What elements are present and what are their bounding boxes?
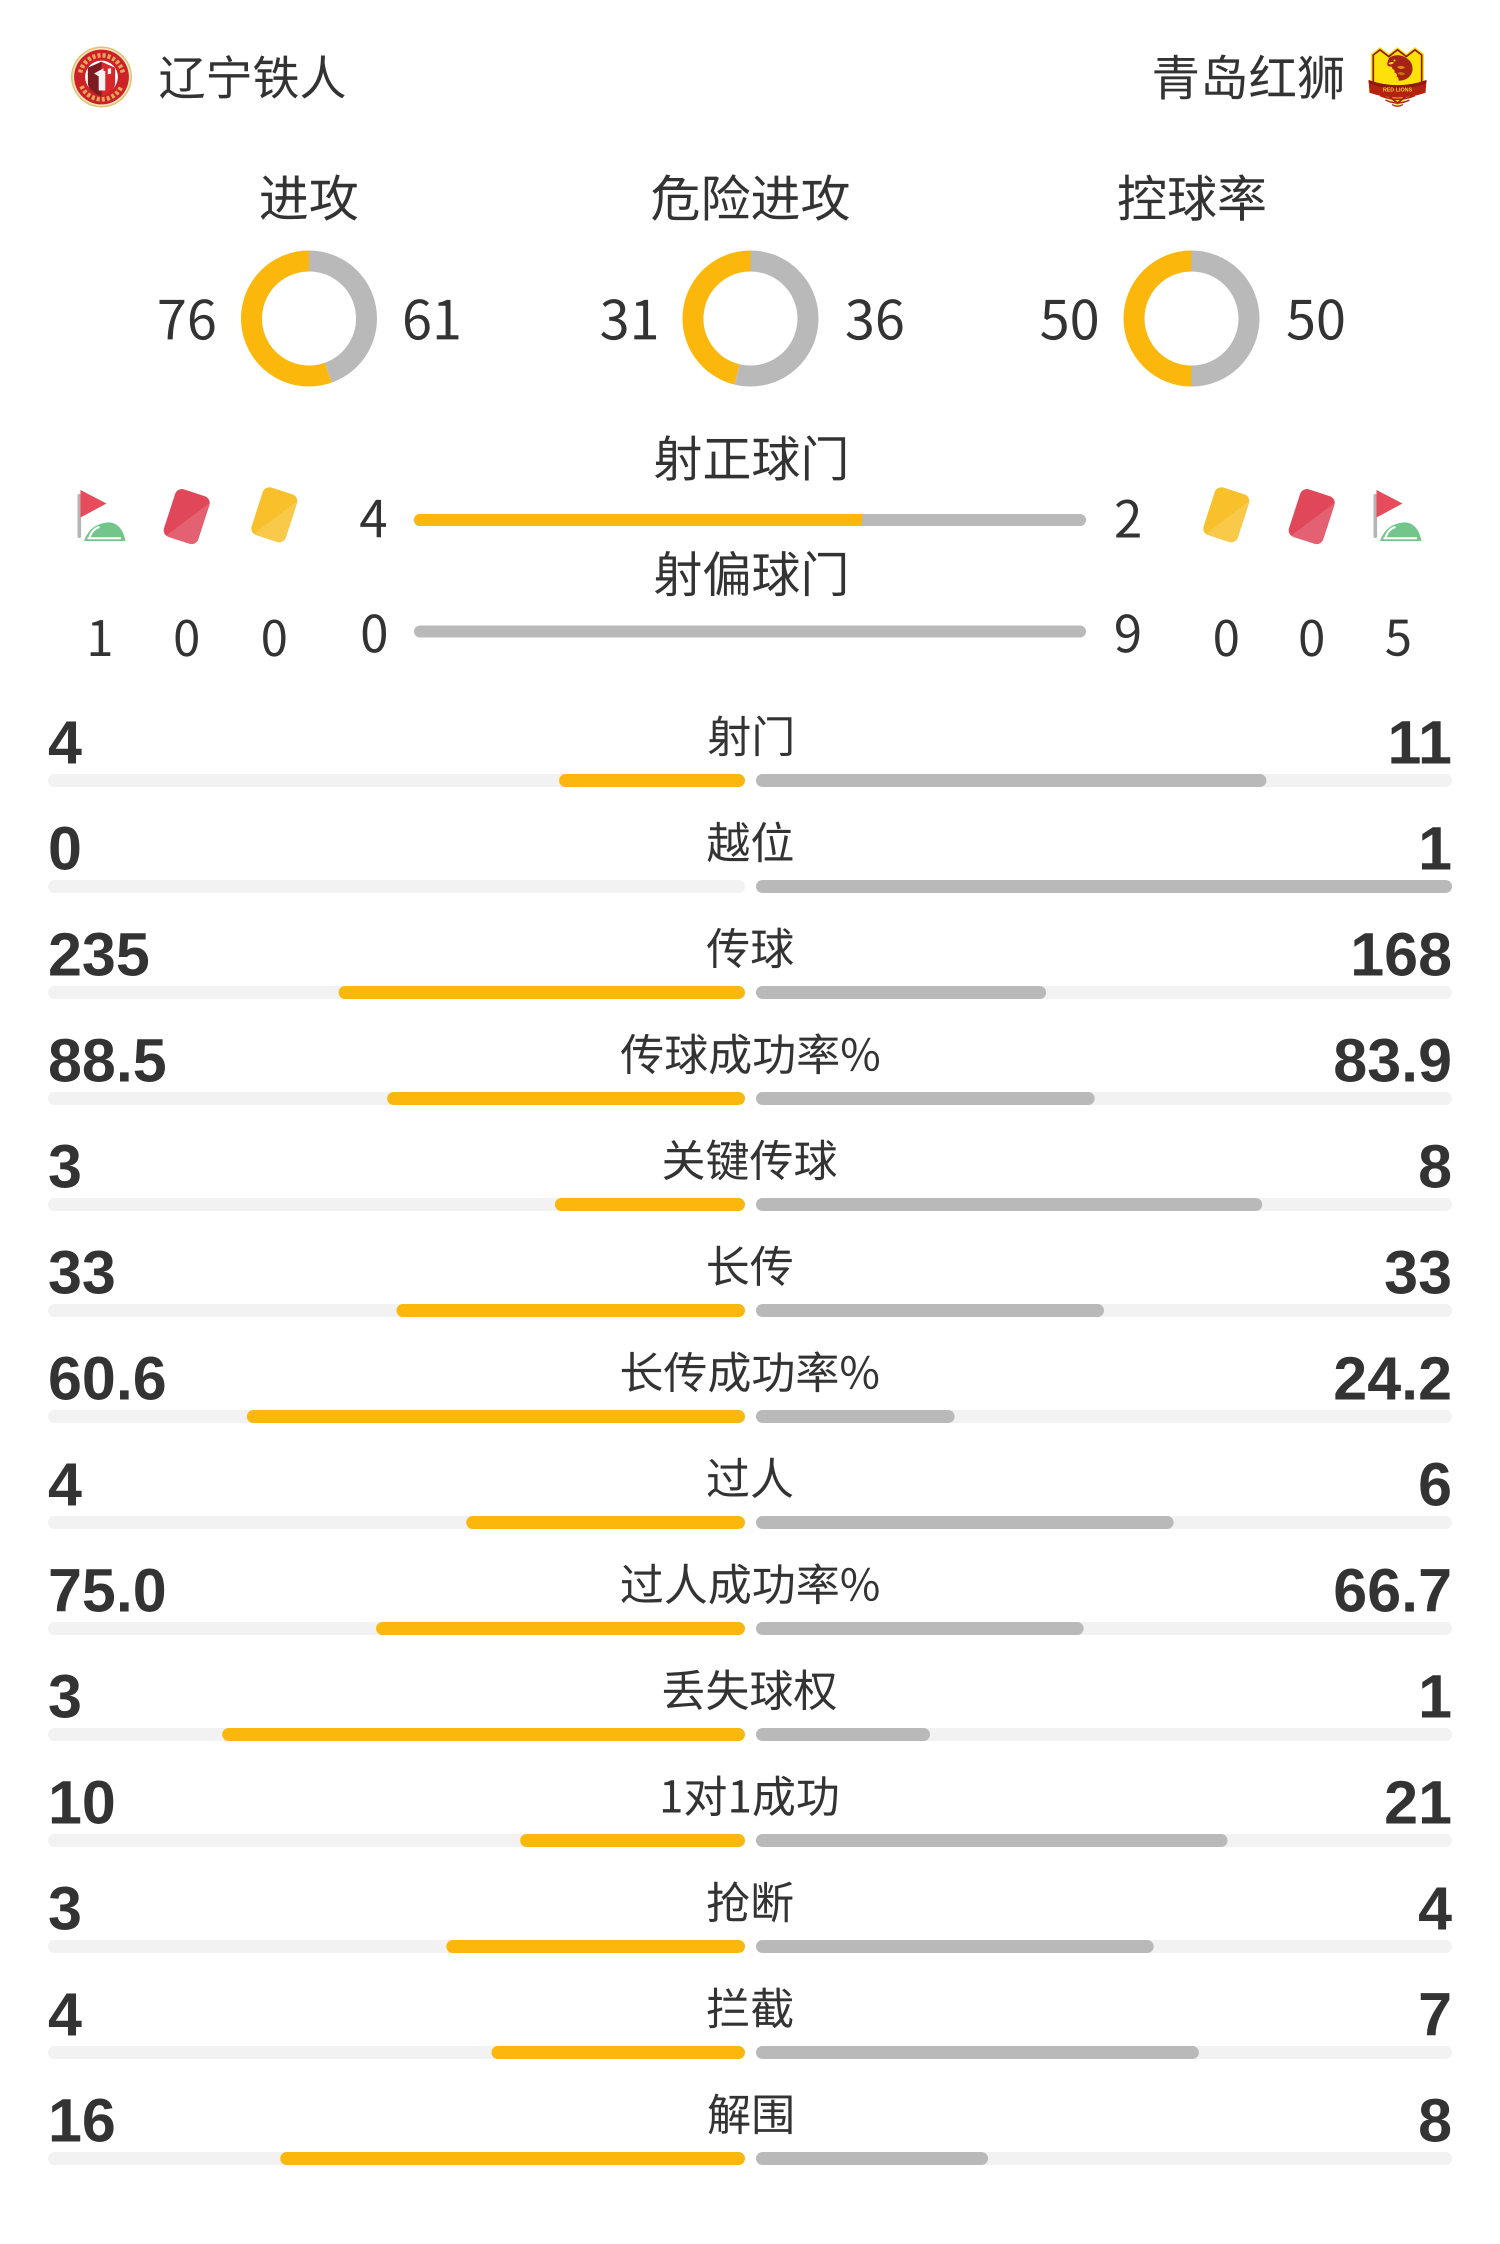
svg-text:1: 1 <box>1418 814 1452 882</box>
svg-text:66.7: 66.7 <box>1333 1556 1452 1624</box>
svg-text:33: 33 <box>48 1238 116 1306</box>
svg-text:7: 7 <box>1418 1980 1452 2048</box>
svg-text:3: 3 <box>48 1662 82 1730</box>
svg-text:83.9: 83.9 <box>1333 1026 1452 1094</box>
svg-text:33: 33 <box>1384 1238 1452 1306</box>
svg-text:235: 235 <box>48 920 150 988</box>
svg-text:24.2: 24.2 <box>1333 1344 1452 1412</box>
svg-text:8: 8 <box>1418 2086 1452 2154</box>
svg-text:4: 4 <box>1418 1874 1452 1942</box>
svg-text:RED LIONS: RED LIONS <box>1383 88 1413 94</box>
svg-text:4: 4 <box>48 1450 82 1518</box>
svg-text:6: 6 <box>1418 1450 1452 1518</box>
svg-text:3: 3 <box>48 1132 82 1200</box>
svg-text:10: 10 <box>48 1768 116 1836</box>
svg-text:16: 16 <box>48 2086 116 2154</box>
svg-text:8: 8 <box>1418 1132 1452 1200</box>
svg-text:1: 1 <box>1418 1662 1452 1730</box>
svg-text:75.0: 75.0 <box>48 1556 167 1624</box>
svg-text:4: 4 <box>48 708 82 776</box>
svg-text:168: 168 <box>1350 920 1452 988</box>
svg-text:88.5: 88.5 <box>48 1026 167 1094</box>
svg-text:60.6: 60.6 <box>48 1344 167 1412</box>
svg-text:0: 0 <box>48 814 82 882</box>
svg-text:11: 11 <box>1388 708 1453 776</box>
svg-text:21: 21 <box>1384 1768 1452 1836</box>
svg-text:3: 3 <box>48 1874 82 1942</box>
svg-text:4: 4 <box>48 1980 82 2048</box>
